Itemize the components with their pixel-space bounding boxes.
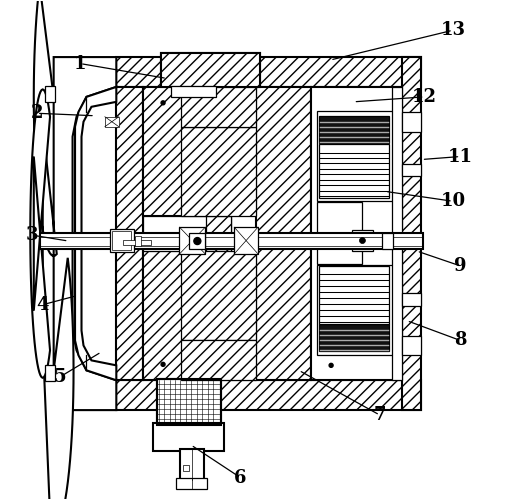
Text: 1: 1 (74, 54, 86, 72)
Bar (179, 227, 206, 254)
Circle shape (194, 238, 201, 244)
Bar (234, 227, 258, 254)
Circle shape (161, 362, 165, 366)
Bar (110, 228, 134, 252)
Bar (161, 53, 259, 87)
Bar (402, 294, 420, 306)
Bar (181, 340, 256, 380)
Polygon shape (116, 57, 420, 87)
Bar (311, 87, 402, 380)
Bar (319, 116, 389, 143)
Text: 7: 7 (373, 406, 386, 424)
Bar (317, 202, 362, 264)
Polygon shape (75, 87, 116, 380)
Text: 12: 12 (412, 88, 437, 106)
Text: 9: 9 (454, 257, 467, 275)
Bar (143, 216, 231, 251)
Bar (176, 478, 207, 488)
Polygon shape (116, 380, 420, 410)
Bar (105, 116, 119, 126)
Bar (181, 87, 256, 126)
Polygon shape (143, 87, 206, 216)
Circle shape (359, 238, 366, 244)
Bar (157, 380, 221, 425)
Text: 2: 2 (30, 104, 43, 122)
Bar (319, 324, 389, 351)
Bar (402, 112, 420, 132)
Bar (319, 266, 389, 324)
Bar (171, 86, 216, 97)
Polygon shape (30, 90, 50, 378)
Text: 13: 13 (440, 21, 465, 39)
Bar (189, 233, 206, 249)
Bar (45, 366, 55, 382)
Bar (352, 230, 373, 251)
Text: 11: 11 (448, 148, 473, 166)
Bar (382, 233, 393, 249)
Text: 5: 5 (54, 368, 66, 386)
Bar (40, 233, 423, 249)
Text: 4: 4 (37, 296, 49, 314)
Polygon shape (34, 0, 74, 500)
Bar (112, 231, 131, 250)
Bar (135, 236, 141, 246)
Polygon shape (206, 216, 231, 251)
Bar (317, 265, 393, 356)
Bar (180, 449, 204, 480)
Bar (317, 111, 393, 202)
Text: 10: 10 (440, 192, 465, 210)
Bar (402, 164, 420, 176)
Bar (45, 86, 55, 102)
Circle shape (161, 101, 165, 105)
Polygon shape (43, 57, 116, 410)
Circle shape (329, 364, 333, 368)
Bar (153, 422, 224, 452)
Polygon shape (161, 53, 259, 87)
Bar (183, 466, 189, 471)
Polygon shape (116, 87, 143, 380)
Polygon shape (181, 251, 256, 340)
Bar (319, 144, 389, 198)
Text: 6: 6 (234, 468, 247, 486)
Bar (123, 240, 151, 245)
Bar (157, 380, 221, 425)
Text: 8: 8 (454, 332, 467, 349)
Polygon shape (181, 126, 256, 216)
Polygon shape (256, 87, 311, 380)
Text: 3: 3 (26, 226, 38, 244)
Bar (402, 336, 420, 355)
Bar (143, 87, 402, 380)
Polygon shape (143, 251, 206, 380)
Bar (392, 87, 402, 380)
Polygon shape (402, 57, 420, 410)
